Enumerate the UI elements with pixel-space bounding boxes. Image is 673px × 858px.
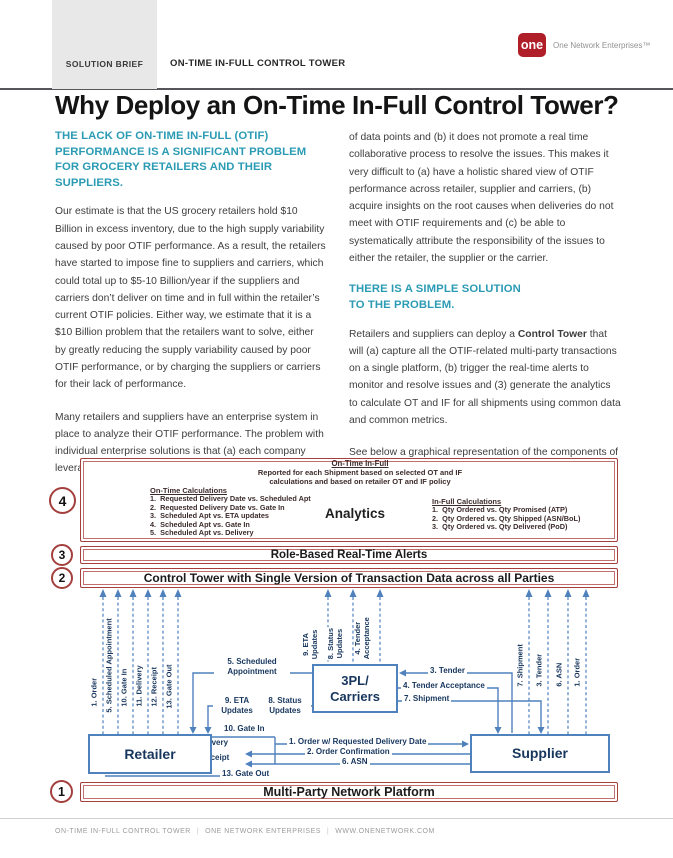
on-time-calculations-list: 1. Requested Delivery Date vs. Scheduled… [150,494,311,538]
carrier-box: 3PL/ Carriers [312,664,398,713]
list-item: 5. Scheduled Apt vs. Delivery [150,528,254,538]
flow-label-order-supplier: 1. Order [572,656,582,688]
flow-label-delivery: 11. Delivery [134,664,144,708]
flow-label-tender-accept: 4. Tender Acceptance [352,616,371,661]
footer-doc-title: ON-TIME IN-FULL CONTROL TOWER [55,828,191,835]
flow-label-receipt: 12. Receipt [149,666,159,708]
label-shipment: 7. Shipment [402,694,452,704]
flow-label-status-updates: 8. Status Updates [325,626,344,661]
list-item: 4. Scheduled Apt vs. Gate In [150,519,250,529]
solid-arrowheads [189,669,545,768]
otif-title: On-Time In-Full [331,459,389,468]
label-tender: 3. Tender [428,666,467,676]
para2-control-tower-bold: Control Tower [517,328,587,340]
step-1-badge: 1 [50,780,73,803]
para2-pre: Retailers and suppliers can deploy a [349,328,518,340]
document-title-header: ON-TIME IN-FULL CONTROL TOWER [170,58,346,69]
in-full-calculations: In-Full Calculations 1. Qty Ordered vs. … [432,497,580,532]
problem-heading: THE LACK OF ON-TIME IN-FULL (OTIF) PERFO… [55,130,307,189]
footer-divider [0,818,673,819]
on-time-calculations: On-Time Calculations 1. Requested Delive… [150,486,311,538]
label-tender-acceptance: 4. Tender Acceptance [401,681,487,691]
alerts-bar: Role-Based Real-Time Alerts [80,546,618,564]
solution-brief-label: SOLUTION BRIEF [65,59,144,69]
label-order-confirmation: 2. Order Confirmation [305,747,392,757]
right-paragraph-2: Retailers and suppliers can deploy a Con… [349,326,621,430]
page-title: Why Deploy an On-Time In-Full Control To… [55,90,619,120]
flow-label-gate-in: 10. Gate In [119,667,129,708]
flow-label-shipment: 7. Shipment [515,643,525,688]
solution-brief-tag: SOLUTION BRIEF [52,0,157,89]
one-network-logo-icon: one [518,33,546,57]
flow-label-asn: 6. ASN [554,661,564,688]
dashed-flow-lines [102,597,587,734]
header-divider [0,88,673,90]
label-scheduled-appointment: 5. Scheduled Appointment [214,657,290,677]
footer-separator: | [196,828,200,835]
logo-company-name: One Network Enterprises™ [553,41,651,50]
flow-label-order: 1. Order [89,676,99,708]
flow-label-sched-appt: 5. Scheduled Appointment [104,617,114,714]
control-tower-bar: Control Tower with Single Version of Tra… [80,568,618,588]
label-status-updates: 8. Status Updates [259,696,311,716]
analytics-box [80,458,618,542]
step-4-badge: 4 [49,487,76,514]
para2-post: that will (a) capture all the OTIF-relat… [349,328,621,427]
footer: ON-TIME IN-FULL CONTROL TOWER | ONE NETWOR… [55,828,435,835]
step-3-badge: 3 [51,544,73,566]
footer-separator: | [326,828,330,835]
up-arrowheads [99,589,590,597]
list-item: 2. Qty Ordered vs. Qty Shipped (ASN/BoL) [432,513,581,523]
label-eta-updates: 9. ETA Updates [213,696,261,716]
label-asn: 6. ASN [340,757,370,767]
list-item: 3. Scheduled Apt vs. ETA updates [150,511,269,521]
label-order-with-rdd: 1. Order w/ Requested Delivery Date [287,737,429,747]
flow-label-tender: 3. Tender [534,652,544,688]
in-full-calculations-list: 1. Qty Ordered vs. Qty Promised (ATP) 2.… [432,505,581,532]
platform-bar: Multi-Party Network Platform [80,782,618,802]
list-item: 3. Qty Ordered vs. Qty Delivered (PoD) [432,522,568,532]
list-item: 2. Requested Delivery Date vs. Gate In [150,502,285,512]
in-full-calculations-heading: In-Full Calculations [432,497,502,506]
footer-company: ONE NETWORK ENTERPRISES [205,828,321,835]
list-item: 1. Requested Delivery Date vs. Scheduled… [150,494,311,503]
flow-label-eta-updates: 9. ETA Updates [300,628,319,661]
list-item: 1. Qty Ordered vs. Qty Promised (ATP) [432,505,568,514]
body-columns: THE LACK OF ON-TIME IN-FULL (OTIF) PERFO… [55,129,621,494]
step-2-badge: 2 [51,567,73,589]
label-gate-out: 13. Gate Out [220,769,272,779]
left-paragraph-1: Our estimate is that the US grocery reta… [55,206,326,391]
right-column: of data points and (b) it does not promo… [349,129,621,494]
analytics-label: Analytics [324,506,386,521]
flow-label-gate-out: 13. Gate Out [164,663,174,710]
footer-website: WWW.ONENETWORK.COM [335,828,435,835]
otif-subtitle: Reported for each Shipment based on sele… [257,468,463,487]
right-paragraph-1: of data points and (b) it does not promo… [349,132,614,265]
supplier-box: Supplier [470,734,610,773]
on-time-calculations-heading: On-Time Calculations [150,486,227,495]
solution-heading: THERE IS A SIMPLE SOLUTION TO THE PROBLE… [349,283,521,311]
label-gate-in: 10. Gate In [222,724,267,734]
left-column: THE LACK OF ON-TIME IN-FULL (OTIF) PERFO… [55,129,327,494]
retailer-box: Retailer [88,734,212,774]
